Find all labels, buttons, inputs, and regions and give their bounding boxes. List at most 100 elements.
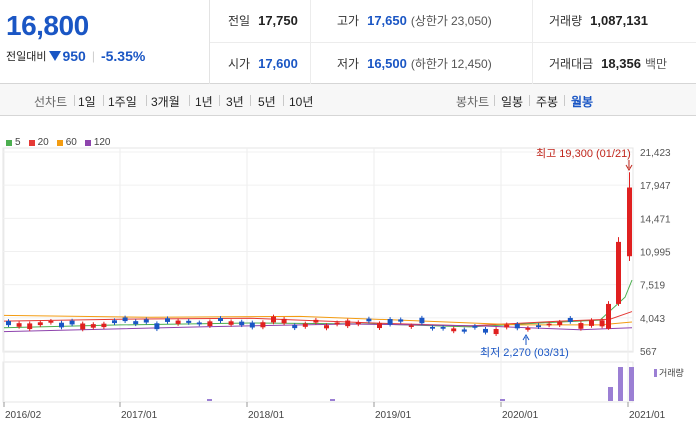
period-1w[interactable]: 1주일 (108, 95, 137, 109)
period-1y[interactable]: 1년 (195, 95, 213, 109)
period-1d[interactable]: 1일 (78, 95, 96, 109)
change-percent: -5.35% (100, 48, 146, 64)
candle (557, 321, 563, 326)
candle (80, 323, 86, 330)
candle (186, 320, 192, 323)
candle (408, 325, 414, 327)
volume: 거래량 1,087,131 (549, 12, 648, 29)
candle (48, 320, 54, 323)
candle (578, 323, 584, 329)
line-chart-tab[interactable]: 선차트 (34, 95, 68, 109)
candle (69, 320, 75, 325)
chart-toolbar: 선차트 1일 1주일 3개월 1년 3년 5년 10년 봉차트 일봉 주봉 월봉 (0, 84, 696, 116)
lower-limit-label: (하한가 (410, 57, 448, 71)
candle (387, 319, 393, 325)
x-tick-label: 2016/02 (5, 410, 42, 421)
candle (228, 321, 234, 325)
legend-ma60: 60 (56, 137, 77, 148)
candle (37, 322, 43, 326)
candle (27, 323, 33, 330)
quote-header: 16,800 전일대비 950 | -5.35% 전일 17,750 고가 17… (0, 0, 696, 84)
candle (440, 327, 446, 329)
price-box: 16,800 전일대비 950 | -5.35% (0, 0, 210, 84)
down-triangle-icon (49, 51, 62, 61)
candle (514, 323, 520, 329)
change-value: 950 (62, 48, 86, 64)
volume-label: 거래량 (549, 14, 583, 28)
y-tick-label: 4,043 (640, 314, 665, 325)
high-annotation: 최고 19,300 (01/21) (536, 147, 631, 160)
toolbar-divider (250, 95, 251, 106)
candle (133, 321, 139, 325)
candle (345, 320, 351, 327)
candle (175, 320, 181, 324)
y-tick-label: 7,519 (640, 281, 665, 292)
candle (377, 323, 382, 329)
price-change-row: 전일대비 950 | -5.35% (6, 48, 145, 64)
ma60-line (3, 314, 633, 326)
candle (430, 326, 435, 329)
candle (271, 316, 276, 323)
low-arrow-head (522, 334, 530, 341)
candle (483, 328, 488, 333)
candle (165, 318, 170, 322)
change-label: 전일대비 (6, 51, 47, 63)
period-5y[interactable]: 5년 (258, 95, 276, 109)
candle (143, 319, 149, 323)
period-3y[interactable]: 3년 (226, 95, 244, 109)
candle (616, 241, 621, 304)
candle-chart-tab[interactable]: 봉차트 (456, 95, 490, 109)
candle-daily[interactable]: 일봉 (501, 95, 524, 109)
period-3m[interactable]: 3개월 (151, 95, 180, 109)
high-arrow-head (625, 164, 633, 171)
candle-monthly[interactable]: 월봉 (571, 95, 594, 109)
candle (324, 325, 329, 329)
low-price: 저가 16,500 (하한가 12,450) (337, 55, 492, 72)
period-10y[interactable]: 10년 (289, 95, 314, 109)
candle (493, 329, 499, 335)
candle (546, 323, 552, 326)
candle (218, 318, 223, 322)
volume-legend-swatch (654, 369, 657, 377)
toolbar-divider (494, 95, 495, 106)
upper-limit-value: 23,050) (450, 14, 492, 28)
candle (207, 321, 213, 327)
x-tick-label: 2021/01 (629, 410, 666, 421)
amount-value: 18,356 (601, 56, 641, 71)
toolbar-divider (219, 95, 220, 106)
candle (239, 321, 245, 326)
open-label: 시가 (228, 57, 251, 71)
low-annotation: 최저 2,270 (03/31) (480, 346, 569, 359)
y-tick-label: 17,947 (640, 181, 671, 192)
trade-amount: 거래대금 18,356 백만 (549, 55, 667, 72)
y-tick-label: 14,471 (640, 214, 671, 225)
volume-bar (500, 399, 505, 401)
candle (292, 325, 298, 329)
candle (525, 327, 531, 330)
candle-weekly[interactable]: 주봉 (536, 95, 559, 109)
volume-bar (629, 367, 634, 401)
candle (461, 329, 467, 332)
y-tick-label: 567 (640, 347, 657, 358)
candle (472, 325, 478, 328)
prev-close: 전일 17,750 (228, 12, 298, 29)
candle (627, 187, 632, 257)
candle (90, 324, 96, 328)
toolbar-divider (146, 95, 147, 106)
toolbar-divider (283, 95, 284, 106)
x-tick-label: 2018/01 (248, 410, 285, 421)
candle (366, 318, 372, 322)
prev-close-label: 전일 (228, 14, 251, 28)
y-tick-label: 21,423 (640, 148, 671, 159)
toolbar-divider (74, 95, 75, 106)
volume-plot-area (2, 361, 634, 403)
candle (536, 325, 541, 328)
legend-ma120: 120 (84, 137, 111, 148)
candle (6, 321, 11, 326)
candle (334, 322, 340, 325)
candle (567, 317, 573, 322)
candle (599, 320, 605, 327)
amount-unit: 백만 (644, 57, 668, 71)
y-tick-label: 10,995 (640, 248, 671, 259)
x-tick-label: 2019/01 (375, 410, 412, 421)
